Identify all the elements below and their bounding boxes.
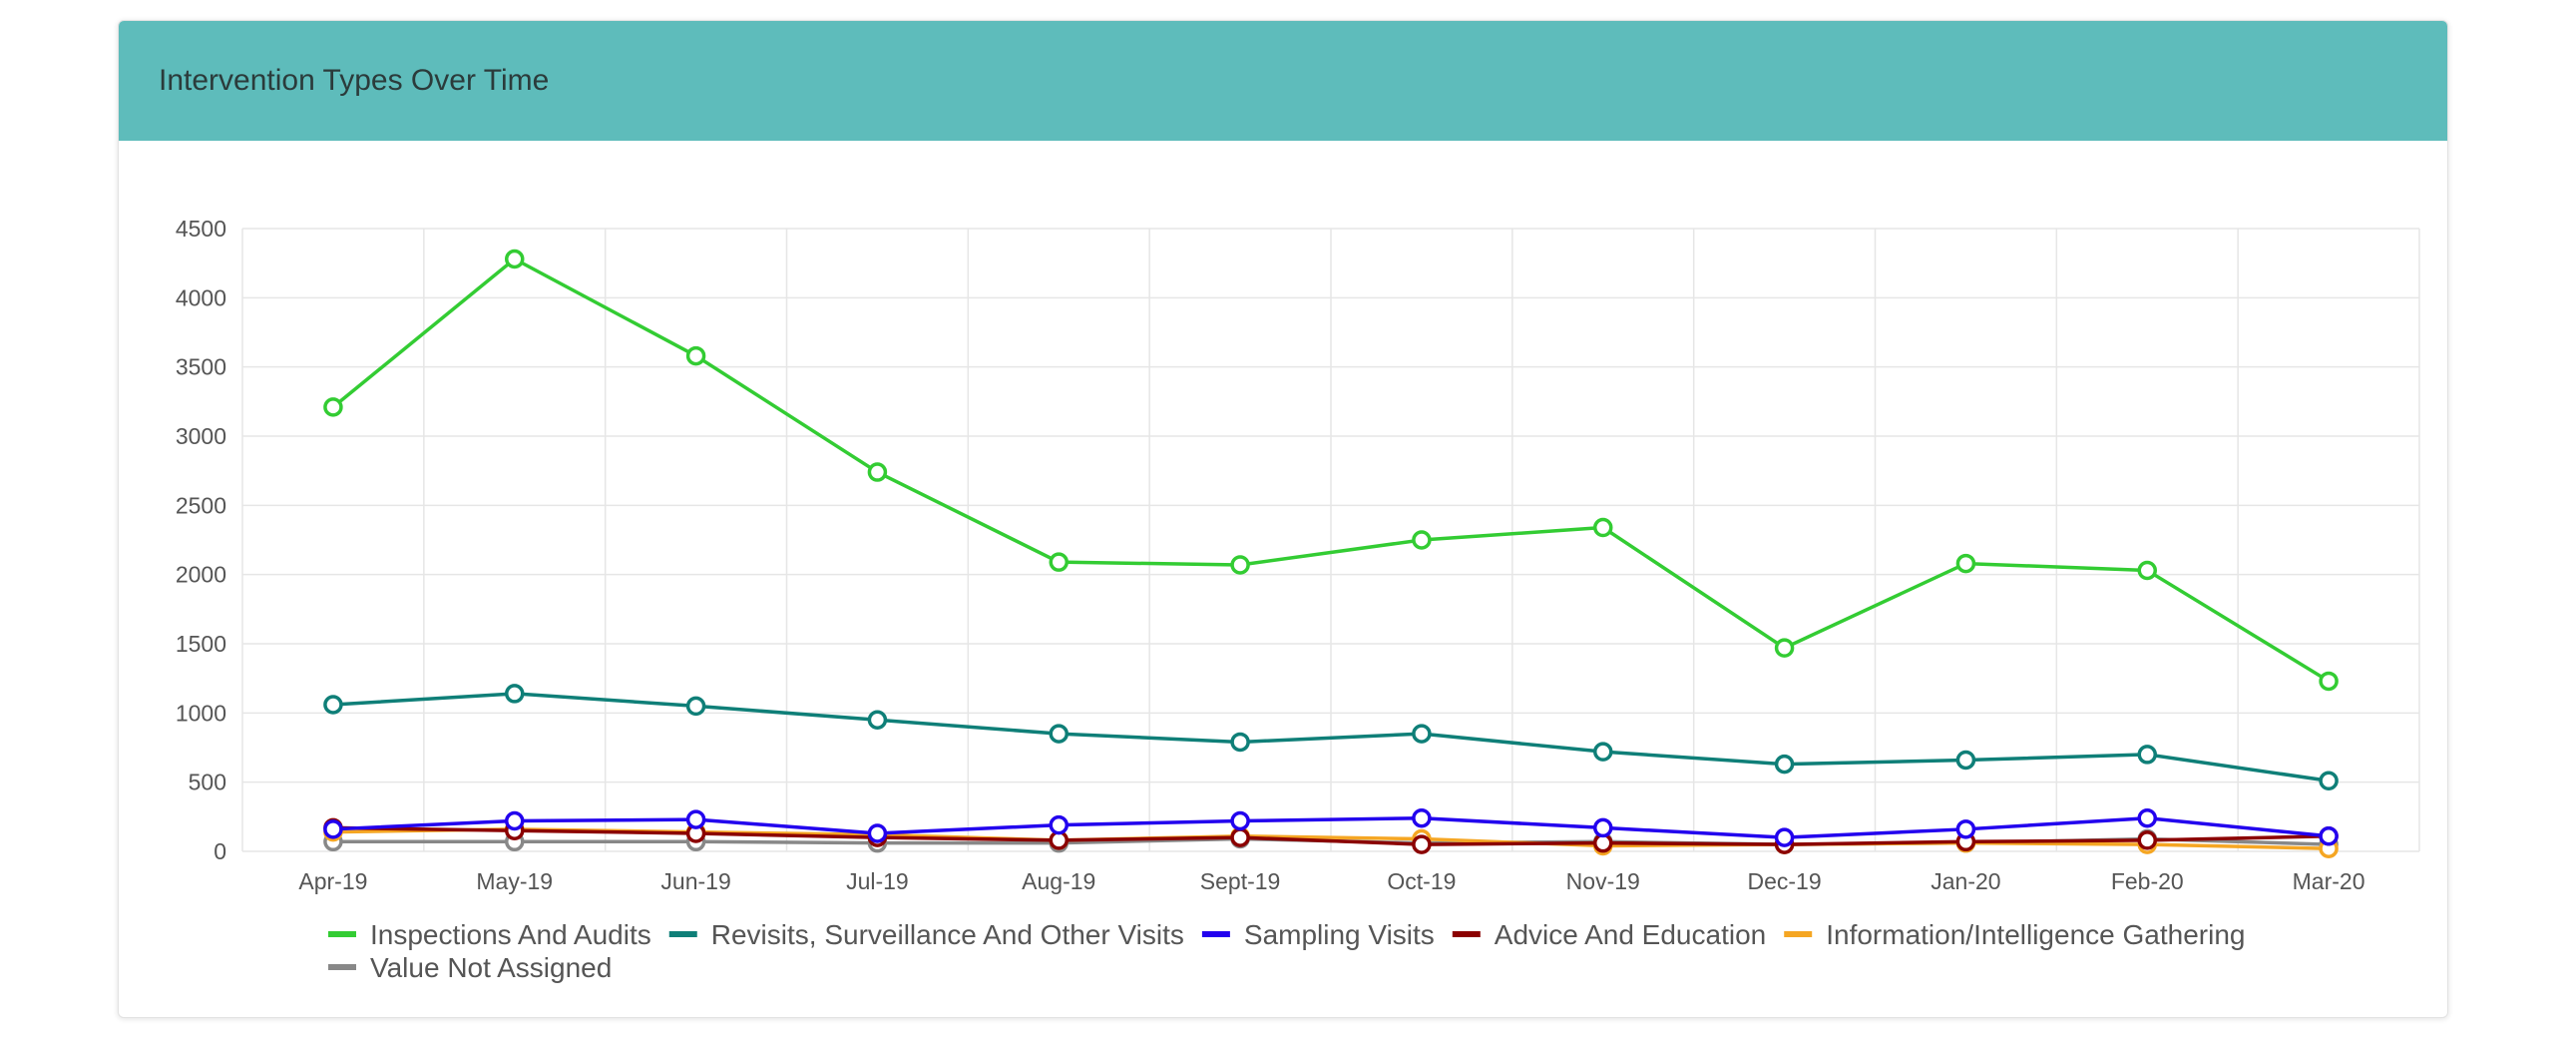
y-tick-label: 2500 — [176, 492, 226, 518]
x-tick-label: Oct-19 — [1387, 868, 1456, 894]
data-point — [1412, 807, 1432, 828]
data-point — [1955, 553, 1976, 574]
x-tick-label: Mar-20 — [2293, 868, 2365, 894]
data-point — [323, 695, 343, 715]
data-point — [505, 684, 525, 704]
data-point — [1412, 724, 1432, 744]
data-point — [1593, 742, 1613, 762]
series-line — [332, 825, 2330, 846]
x-tick-label: May-19 — [476, 868, 553, 894]
x-tick-label: Jul-19 — [846, 868, 909, 894]
chart-card: Intervention Types Over Time 0 500 1000 150… — [118, 20, 2448, 1018]
y-tick-label: 1500 — [176, 631, 226, 657]
data-point — [2137, 560, 2157, 581]
data-point — [2319, 771, 2339, 791]
data-point — [2319, 825, 2339, 846]
data-point — [505, 249, 525, 269]
data-point — [1955, 819, 1976, 839]
data-point — [1593, 817, 1613, 838]
x-tick-label: Aug-19 — [1022, 868, 1095, 894]
data-point — [1230, 810, 1250, 831]
data-point — [1049, 552, 1069, 572]
x-tick-label: Jan-20 — [1931, 868, 2000, 894]
legend-label: Value Not Assigned — [370, 952, 612, 983]
legend-label: Inspections And Audits — [370, 919, 651, 950]
y-tick-label: 1000 — [176, 700, 226, 726]
chart-area: 0 500 1000 1500 2000 2500 3000 3500 4000 4500 Apr-… — [119, 141, 2447, 1017]
y-tick-label: 3000 — [176, 423, 226, 449]
x-tick-label: Apr-19 — [298, 868, 367, 894]
y-tick-label: 3500 — [176, 354, 226, 380]
data-point — [685, 345, 706, 366]
series-line — [331, 257, 2330, 683]
data-point — [323, 819, 343, 839]
series-line — [332, 815, 2330, 839]
data-point — [685, 696, 706, 717]
data-point — [505, 810, 525, 831]
data-point — [1774, 827, 1795, 847]
data-point — [1412, 834, 1432, 854]
data-point — [1230, 827, 1250, 847]
y-tick-label: 4000 — [176, 284, 226, 310]
x-tick-label: Dec-19 — [1748, 868, 1822, 894]
data-point — [1955, 750, 1976, 771]
legend-label: Advice And Education — [1495, 919, 1766, 950]
card-header: Intervention Types Over Time — [119, 21, 2447, 141]
data-point — [867, 823, 888, 843]
x-tick-label: Jun-19 — [660, 868, 730, 894]
legend-label: Information/Intelligence Gathering — [1826, 919, 2245, 950]
data-point — [685, 809, 706, 829]
series-line — [332, 692, 2330, 783]
chart-title: Intervention Types Over Time — [159, 64, 550, 97]
y-tick-label: 0 — [214, 838, 226, 864]
legend-label: Revisits, Surveillance And Other Visits — [711, 919, 1184, 950]
legend-label: Sampling Visits — [1244, 919, 1435, 950]
x-tick-label: Feb-20 — [2111, 868, 2184, 894]
data-point — [1230, 732, 1250, 753]
data-point — [867, 710, 888, 731]
data-point — [1774, 638, 1795, 658]
data-point — [1049, 724, 1069, 744]
data-point — [1593, 517, 1613, 538]
x-tick-label: Nov-19 — [1566, 868, 1640, 894]
y-tick-label: 2000 — [176, 562, 226, 588]
x-tick-label: Sept-19 — [1200, 868, 1281, 894]
data-point — [867, 462, 888, 482]
data-point — [1230, 555, 1250, 575]
y-tick-label: 500 — [189, 770, 226, 795]
line-chart: 0 500 1000 1500 2000 2500 3000 3500 4000 4500 Apr-… — [176, 216, 2420, 983]
data-point — [2319, 671, 2339, 692]
data-point — [1412, 530, 1432, 550]
data-point — [1774, 754, 1795, 775]
data-point — [323, 397, 343, 417]
data-point — [2137, 830, 2157, 850]
data-point — [1049, 814, 1069, 835]
data-point — [2137, 807, 2157, 828]
data-point — [2137, 745, 2157, 765]
y-tick-label: 4500 — [176, 216, 226, 242]
